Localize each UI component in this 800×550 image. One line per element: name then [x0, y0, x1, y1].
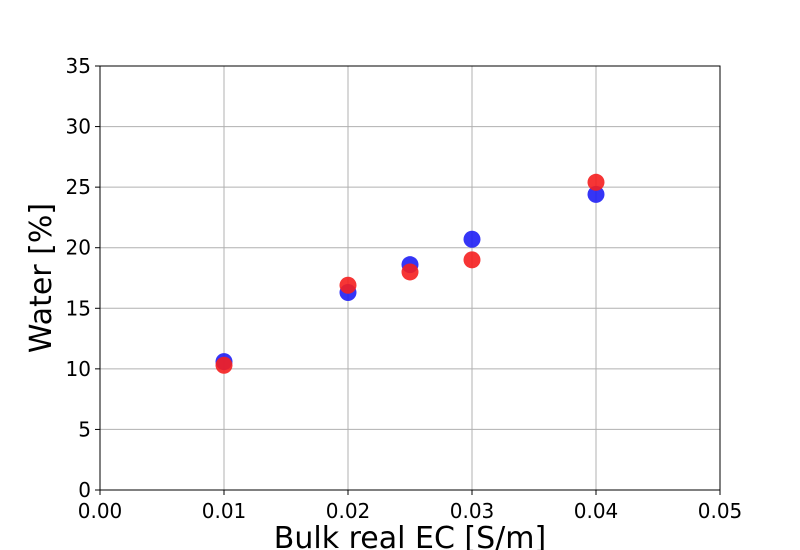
- x-tick-label: 0.01: [202, 499, 247, 523]
- data-point-series-2: [339, 276, 357, 294]
- y-tick-label: 10: [66, 357, 91, 381]
- data-point-series-2: [587, 173, 605, 191]
- x-tick-label: 0.04: [574, 499, 619, 523]
- axis-ticks: 0.00 0.01 0.02 0.03 0.04 0.05 0 5 10 15 20 25 30 35: [66, 54, 743, 523]
- y-tick-label: 25: [66, 175, 91, 199]
- data-point-series-2: [401, 263, 419, 281]
- x-tick-label: 0.05: [698, 499, 743, 523]
- data-point-series-2: [215, 356, 233, 374]
- x-tick-label: 0.02: [326, 499, 371, 523]
- y-tick-label: 30: [66, 115, 91, 139]
- y-tick-label: 20: [66, 236, 91, 260]
- y-tick-label: 35: [66, 54, 91, 78]
- y-tick-label: 15: [66, 296, 91, 320]
- data-points: [215, 173, 605, 374]
- plot-frame: [99, 65, 721, 491]
- y-tick-label: 0: [78, 478, 91, 502]
- data-point-series-2: [463, 251, 481, 269]
- data-point-series-1: [463, 230, 481, 248]
- x-axis-label: Bulk real EC [S/m]: [274, 521, 546, 550]
- y-axis-label: Water [%]: [24, 203, 59, 353]
- x-tick-label: 0.00: [78, 499, 123, 523]
- x-tick-label: 0.03: [450, 499, 495, 523]
- y-tick-label: 5: [78, 417, 91, 441]
- data-point-series-1: [587, 185, 605, 203]
